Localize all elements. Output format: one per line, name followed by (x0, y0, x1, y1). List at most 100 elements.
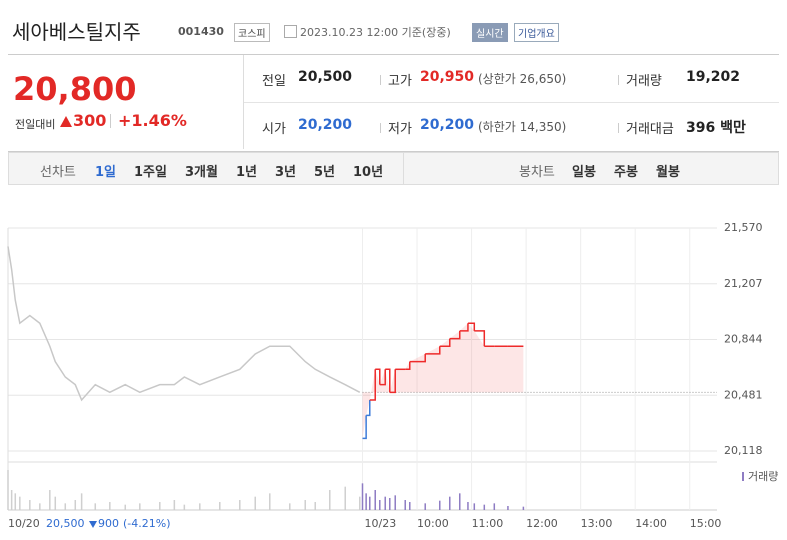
x-tick-label: 10/20 (8, 517, 40, 530)
period-tab[interactable]: 3개월 (185, 165, 218, 180)
volume-bar (80, 493, 83, 510)
volume-bar (183, 504, 186, 510)
candle-tab[interactable]: 일봉 (572, 165, 596, 180)
volume-bar (239, 500, 241, 510)
volume-bar (173, 500, 176, 510)
x-tick-label: 15:00 (690, 517, 722, 530)
x-tick-label: 13:00 (581, 517, 613, 530)
price-segment (439, 338, 451, 348)
volume-bar (384, 496, 386, 510)
quote-box (8, 54, 779, 152)
price-segment (474, 330, 486, 347)
stat-value: 396 백만 (686, 120, 746, 136)
volume-bar (424, 503, 426, 510)
stat-label: 시가 (262, 122, 286, 137)
period-tab[interactable]: 1일 (95, 165, 117, 180)
change: 300 (73, 111, 107, 130)
volume-bar (379, 500, 381, 510)
volume-bar (314, 502, 316, 510)
volume-bar (329, 490, 331, 510)
separator (380, 123, 381, 133)
volume-bar (409, 502, 411, 510)
down-arrow (89, 521, 97, 528)
volume-bar (7, 470, 9, 510)
y-tick-label: 20,481 (724, 388, 763, 401)
volume-bar (64, 503, 67, 510)
stat-value: 20,200 (298, 117, 353, 133)
price-segment (385, 368, 391, 393)
volume-bar (29, 500, 31, 510)
market-badge: 코스피 (234, 23, 270, 42)
candle-tab[interactable]: 주봉 (614, 165, 638, 180)
stat-label: 거래대금 (626, 122, 674, 137)
volume-bar (74, 500, 77, 510)
volume-bar (109, 502, 111, 510)
price-area (362, 323, 524, 439)
volume-bar (304, 500, 306, 510)
x-tick-label: 11:00 (472, 517, 504, 530)
change-rate: +1.46% (118, 111, 187, 130)
volume-bar (159, 502, 161, 510)
current-price: 20,800 (13, 70, 137, 108)
volume-bar (254, 496, 256, 510)
stat-label: 거래량 (626, 74, 662, 89)
divider (244, 102, 779, 103)
volume-bar (459, 493, 461, 510)
price-segment (467, 322, 476, 331)
candle-tab[interactable]: 월봉 (656, 165, 680, 180)
period-tab[interactable]: 10년 (353, 165, 384, 180)
volume-bar (365, 493, 367, 510)
stat-value: 20,200 (420, 117, 475, 133)
footer-price: 20,500 (46, 517, 85, 530)
up-arrow (60, 116, 72, 127)
volume-bar (289, 503, 291, 510)
separator (380, 75, 381, 85)
volume-bar (389, 498, 391, 510)
volume-bar (359, 496, 361, 510)
footer-rate: (-4.21%) (123, 517, 171, 530)
y-tick-label: 21,207 (724, 277, 763, 290)
volume-bar (507, 506, 509, 510)
stat-note: (하한가 14,350) (478, 120, 567, 134)
separator (618, 123, 619, 133)
period-tab[interactable]: 5년 (314, 165, 336, 180)
price-segment (369, 369, 376, 401)
volume-bar (374, 490, 376, 510)
volume-bar (394, 495, 396, 510)
period-tab[interactable]: 3년 (275, 165, 297, 180)
calendar-icon (284, 25, 297, 38)
volume-bar (522, 506, 525, 510)
price-segment (449, 330, 461, 340)
stock-code: 001430 (178, 25, 224, 38)
period-tab[interactable]: 1년 (236, 165, 258, 180)
realtime-button[interactable]: 실시간 (472, 23, 508, 42)
volume-bar (54, 496, 57, 510)
volume-bar (219, 502, 221, 510)
timestamp: 2023.10.23 12:00 기준(장중) (300, 26, 451, 39)
legend-label: 거래량 (748, 470, 778, 483)
volume-bar (493, 503, 496, 510)
change-label: 전일대비 (15, 118, 56, 131)
price-segment (362, 415, 367, 440)
volume-bar (483, 504, 486, 510)
line-chart-label: 선차트 (40, 165, 76, 180)
price-segment (425, 346, 441, 355)
volume-bar (269, 493, 271, 510)
x-tick-label: 10/23 (365, 517, 397, 530)
y-tick-label: 21,570 (724, 221, 763, 234)
divider (110, 114, 111, 128)
candle-chart-label: 봉차트 (519, 165, 555, 180)
volume-bar (19, 496, 21, 510)
x-tick-label: 10:00 (417, 517, 449, 530)
overview-dropdown[interactable]: 기업개요 (514, 23, 559, 42)
price-segment (405, 361, 411, 371)
price-segment (459, 323, 469, 332)
volume-bar (439, 500, 441, 510)
volume-bar (139, 503, 141, 510)
price-segment (366, 400, 371, 417)
period-tab[interactable]: 1주일 (134, 165, 167, 180)
price-segment (389, 369, 396, 394)
y-tick-label: 20,118 (724, 444, 763, 457)
